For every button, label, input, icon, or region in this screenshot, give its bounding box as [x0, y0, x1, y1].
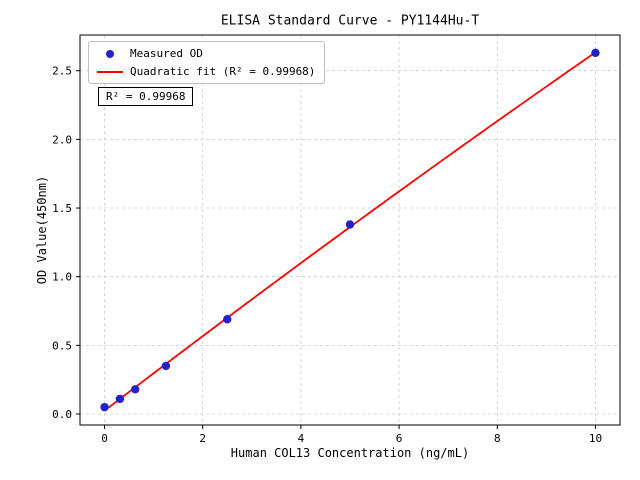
- legend-label: Quadratic fit (R² = 0.99968): [130, 65, 316, 78]
- data-point: [591, 48, 600, 58]
- y-tick-label: 0.0: [52, 408, 72, 421]
- data-point: [345, 220, 355, 229]
- legend-label: Measured OD: [130, 47, 203, 60]
- y-axis-label: OD Value(450nm): [35, 175, 49, 285]
- y-tick-label: 2.5: [52, 65, 72, 78]
- r-squared-annotation: R² = 0.99968: [98, 87, 194, 106]
- x-axis-label: Human COL13 Concentration (ng/mL): [230, 446, 470, 460]
- measured-od-points: [100, 48, 600, 412]
- data-point: [115, 394, 125, 404]
- chart-title: ELISA Standard Curve - PY1144Hu-T: [220, 13, 480, 29]
- data-point: [161, 361, 171, 371]
- x-tick-label: 4: [298, 432, 305, 445]
- x-tick-label: 8: [494, 432, 501, 445]
- legend: Measured OD Quadratic fit (R² = 0.99968): [88, 41, 326, 84]
- tick-labels: 0 2 4 6 8 10 0.0 0.5 1.0 1.5 2.0 2.5: [52, 65, 602, 445]
- y-tick-label: 1.5: [52, 202, 72, 215]
- data-point: [100, 402, 109, 412]
- y-tick-label: 1.0: [52, 271, 72, 284]
- legend-marker-wrap: [95, 49, 125, 58]
- y-tick-label: 0.5: [52, 339, 72, 352]
- legend-marker-wrap: [95, 70, 125, 73]
- scatter-marker-icon: [106, 49, 114, 58]
- data-point: [131, 385, 140, 394]
- gridlines: [80, 35, 620, 425]
- x-tick-label: 0: [101, 432, 108, 445]
- tick-marks: [76, 70, 596, 429]
- y-tick-label: 2.0: [52, 133, 72, 146]
- x-tick-label: 10: [589, 432, 602, 445]
- legend-item-measured-od: Measured OD: [95, 47, 315, 60]
- line-marker-icon: [97, 70, 123, 73]
- data-point: [223, 315, 232, 324]
- x-tick-label: 2: [199, 432, 206, 445]
- legend-item-quadratic-fit: Quadratic fit (R² = 0.99968): [95, 65, 315, 78]
- x-tick-label: 6: [396, 432, 403, 445]
- plot-border: [79, 34, 621, 426]
